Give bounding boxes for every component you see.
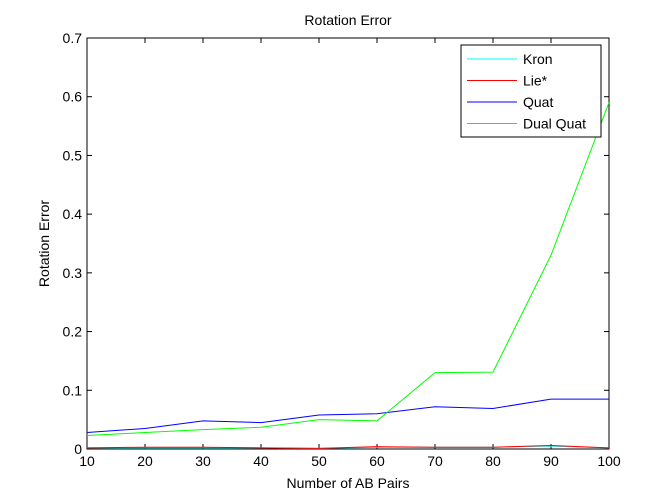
x-tick-label: 70 [427, 453, 443, 469]
axes-box [86, 37, 610, 450]
series-line-lie [86, 444, 610, 449]
x-tick-label: 20 [137, 453, 153, 469]
x-tick-label: 90 [543, 453, 559, 469]
x-tick-label: 80 [485, 453, 501, 469]
x-tick-label: 30 [195, 453, 211, 469]
legend-label: Quat [523, 94, 553, 110]
chart-title: Rotation Error [304, 12, 391, 28]
y-tick-label: 0.3 [63, 265, 83, 281]
legend-label: Kron [523, 51, 553, 67]
x-tick-label: 10 [79, 453, 95, 469]
y-tick-label: 0.1 [63, 382, 83, 398]
legend-box [460, 44, 602, 138]
legend-label: Lie* [523, 73, 548, 89]
y-tick-label: 0.7 [63, 30, 83, 46]
y-tick-label: 0.4 [63, 206, 83, 222]
x-tick-label: 50 [311, 453, 327, 469]
plot-area: 10 20 30 40 50 60 70 80 90 100 0 0.1 0.2 0.3 0.4 0.5 0.6… [63, 30, 621, 469]
series-line-quat [86, 398, 609, 434]
y-tick-label: 0.6 [63, 89, 83, 105]
y-tick-label: 0 [74, 441, 82, 457]
x-tick-label: 40 [253, 453, 269, 469]
x-tick-label: 60 [369, 453, 385, 469]
x-tick-label: 100 [597, 453, 621, 469]
legend-label: Dual Quat [523, 116, 586, 132]
y-tick-label: 0.5 [63, 147, 83, 163]
legend: Kron Lie* Quat Dual Quat [460, 44, 602, 138]
y-tick-label: 0.2 [63, 324, 83, 340]
y-axis-title: Rotation Error [36, 200, 52, 287]
series-line-dual-quat [86, 102, 610, 436]
x-axis-title: Number of AB Pairs [287, 475, 410, 491]
